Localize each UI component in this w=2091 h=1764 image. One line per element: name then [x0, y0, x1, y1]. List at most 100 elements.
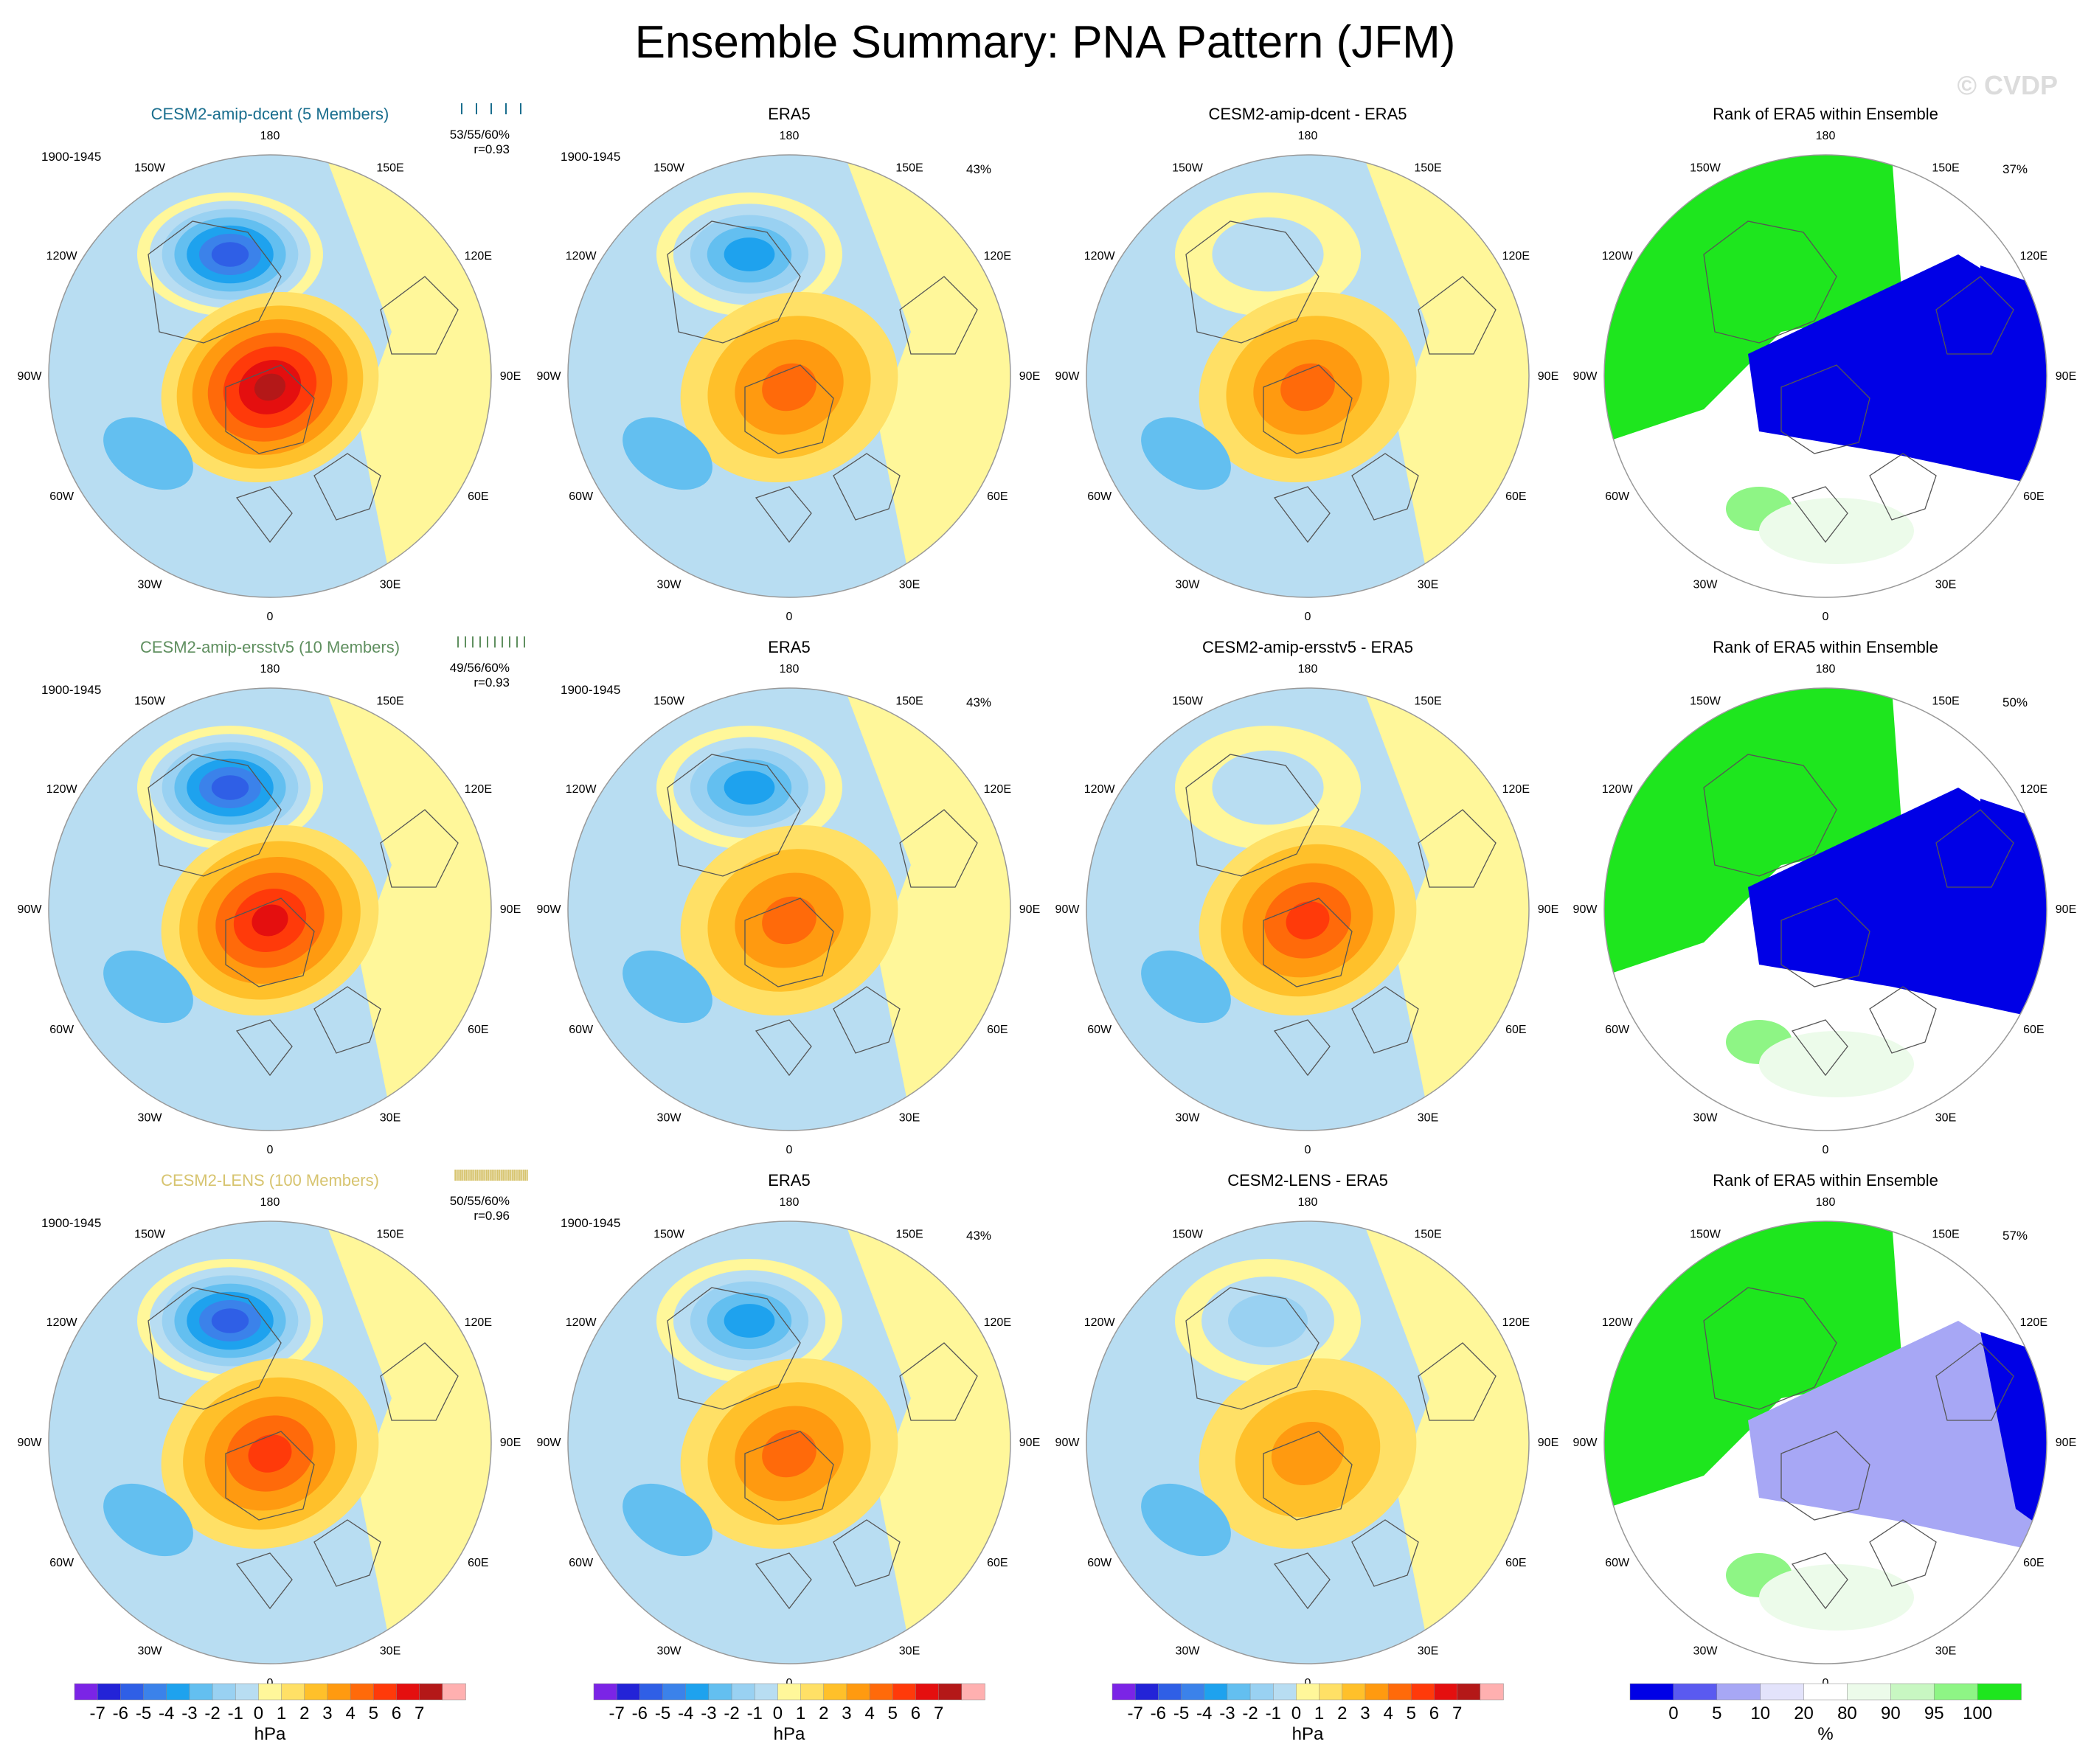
longitude-label: 90W	[537, 1437, 562, 1449]
longitude-label: 180	[1816, 663, 1836, 676]
longitude-label: 120E	[1502, 1316, 1530, 1329]
colorbar-tick-label: -2	[724, 1704, 739, 1723]
positive-region	[1363, 1221, 1529, 1653]
coastline	[1273, 486, 1331, 544]
coastline	[1185, 1287, 1320, 1410]
colorbar-tick-label: 7	[1452, 1704, 1462, 1723]
longitude-label: 30W	[657, 578, 682, 591]
colorbar-swatch	[1364, 1683, 1389, 1701]
colorbar-tick-label: -5	[655, 1704, 670, 1723]
coastline	[755, 486, 812, 544]
colorbar-tick-label: 1	[277, 1704, 286, 1723]
colorbar-tick-label: 2	[819, 1704, 828, 1723]
colorbar-tick-label: 90	[1881, 1704, 1901, 1723]
longitude-label: 120W	[566, 1316, 597, 1329]
coastline	[1935, 276, 2014, 355]
percent-label: 43%	[966, 1229, 991, 1243]
colorbar-tick-label: -1	[747, 1704, 763, 1723]
longitude-label: 60E	[2023, 1024, 2044, 1036]
high-contour	[248, 1434, 292, 1473]
colorbar-units: %	[1817, 1724, 1833, 1744]
colorbar-tick-label: 1	[796, 1704, 805, 1723]
map-border	[567, 687, 1011, 1131]
colorbar-tick-label: -7	[90, 1704, 105, 1723]
colorbar-tick-label: 0	[1668, 1704, 1678, 1723]
colorbar-tick-label: -7	[609, 1704, 625, 1723]
colorbar-tick-label: 95	[1924, 1704, 1944, 1723]
colorbar-swatch	[442, 1683, 466, 1701]
low-contour	[1212, 750, 1324, 825]
map-field	[568, 688, 1010, 1131]
colorbar-swatch	[754, 1683, 779, 1701]
longitude-label: 90E	[500, 903, 521, 916]
panel-r3-c2: 180 150E 120E 90E 60E 30E 0 30W 60W 90W 120W 150W ER…	[537, 1171, 1041, 1690]
coastline	[744, 1431, 834, 1521]
colorbar-swatch	[846, 1683, 870, 1701]
secondary-low	[623, 1483, 712, 1557]
coastline	[1703, 754, 1837, 877]
colorbar-swatch	[1457, 1683, 1481, 1701]
coastline	[148, 220, 282, 344]
colorbar-tick-label: 6	[1429, 1704, 1439, 1723]
longitude-label: 0	[786, 1144, 793, 1156]
longitude-label: 150E	[895, 162, 923, 175]
longitude-label: 120E	[2020, 1316, 2047, 1329]
longitude-label: 120W	[1084, 250, 1116, 263]
colorbar-2: -7 -6 -5 -4 -3 -2 -1 0 1 2 3 4 5 6 7 hPa	[593, 1683, 985, 1744]
colorbar-swatch	[419, 1683, 443, 1701]
longitude-label: 60E	[2023, 490, 2044, 503]
longitude-label: 150W	[1690, 1229, 1721, 1241]
percent-label: 37%	[2002, 162, 2028, 176]
longitude-label: 120W	[46, 783, 78, 796]
map-border	[1603, 1220, 2047, 1664]
panel-title: Rank of ERA5 within Ensemble	[1713, 1171, 1938, 1190]
coastline	[744, 364, 834, 454]
panel-r2-c2: 180 150E 120E 90E 60E 30E 0 30W 60W 90W 120W 150W ER…	[537, 638, 1041, 1156]
coastline	[1263, 897, 1353, 987]
panel-r3-c3: 180 150E 120E 90E 60E 30E 0 30W 60W 90W 120W 150W CE…	[1055, 1171, 1559, 1690]
colorbar-swatch	[281, 1683, 305, 1701]
colorbar-swatch	[823, 1683, 847, 1701]
coastline	[380, 276, 459, 355]
period-label: 1900-1945	[41, 150, 101, 164]
colorbar-swatch	[1112, 1683, 1136, 1701]
low-contour	[211, 775, 249, 800]
colorbar-swatch	[258, 1683, 282, 1701]
panel-r1-c1: 180 150E 120E 90E 60E 30E 0 30W 60W 90W 120W 150W CE…	[18, 103, 521, 623]
colorbar-swatch	[777, 1683, 802, 1701]
coastline	[225, 364, 315, 454]
low-contour	[1228, 1294, 1308, 1347]
colorbar-swatch	[685, 1683, 710, 1701]
coastline	[1351, 986, 1419, 1054]
colorbar-swatch	[1977, 1683, 2022, 1701]
colorbar-tick-label: -6	[1151, 1704, 1166, 1723]
rank-field	[1604, 688, 2047, 1131]
longitude-label: 90W	[1573, 903, 1598, 916]
longitude-label: 150W	[653, 162, 685, 175]
longitude-label: 60W	[1087, 1024, 1112, 1036]
longitude-label: 180	[1816, 130, 1836, 142]
coastline	[1263, 1431, 1353, 1521]
longitude-label: 60E	[468, 1557, 488, 1569]
colorbar-swatch	[212, 1683, 236, 1701]
longitude-label: 120W	[1602, 783, 1634, 796]
longitude-label: 180	[260, 130, 280, 142]
longitude-label: 150E	[1414, 162, 1441, 175]
panel-title: CESM2-amip-ersstv5 (10 Members)	[140, 638, 400, 656]
colorbar-swatch	[1387, 1683, 1412, 1701]
coastline	[1780, 364, 1870, 454]
panel-title: ERA5	[768, 105, 810, 123]
longitude-label: 90W	[1055, 1437, 1081, 1449]
longitude-label: 60W	[49, 490, 74, 503]
longitude-label: 90E	[1538, 903, 1558, 916]
longitude-label: 120W	[46, 1316, 78, 1329]
longitude-label: 90E	[500, 370, 521, 383]
longitude-label: 0	[1305, 611, 1311, 623]
colorbar-tick-label: -6	[113, 1704, 128, 1723]
longitude-label: 60E	[987, 1557, 1008, 1569]
map-field	[49, 155, 491, 597]
colorbar-tick-label: -4	[1196, 1704, 1212, 1723]
map-border	[48, 1220, 492, 1664]
longitude-label: 150W	[653, 1229, 685, 1241]
